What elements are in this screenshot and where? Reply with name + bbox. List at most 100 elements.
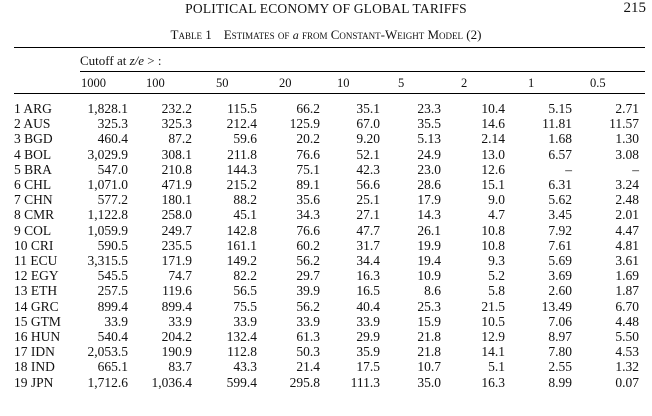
table-cell: 9.0: [488, 192, 505, 208]
table-cell: 56.5: [233, 283, 257, 299]
country-label: 15 GTM: [14, 313, 61, 329]
table-cell: 180.1: [161, 192, 192, 208]
table-cell: 1,712.6: [87, 374, 129, 390]
table-cell: 540.4: [97, 329, 128, 344]
table-cell: 74.7: [168, 268, 192, 284]
table-cell: 4.81: [615, 237, 639, 253]
table-cell: 3.45: [548, 207, 572, 223]
table-cell: 21.8: [417, 329, 441, 344]
table-title-symbol: a: [292, 28, 299, 42]
table-cell: 14.1: [481, 344, 505, 360]
table-cell: 76.6: [296, 222, 320, 238]
table-cell: 61.3: [296, 329, 320, 344]
table-cell: 33.9: [168, 313, 192, 329]
table-cell: 1,059.9: [87, 222, 129, 238]
table-cell: 24.9: [417, 146, 441, 162]
table-cell: 23.0: [417, 161, 441, 177]
table-cell: 2.14: [481, 131, 505, 147]
table-cell: 1,071.0: [87, 177, 129, 192]
cutoff-suffix: > :: [144, 53, 162, 68]
table-cell: 10.9: [417, 268, 441, 284]
table-cell: 1,828.1: [87, 101, 129, 116]
table-cell: 60.2: [296, 237, 320, 253]
table-cell: 161.1: [226, 237, 257, 253]
table-cell: 5.1: [488, 359, 505, 375]
table-cell: 3.08: [615, 146, 639, 162]
cutoff-label: Cutoff at z/e > :: [80, 53, 162, 69]
table-cell: 577.2: [97, 192, 128, 208]
table-cell: 3.61: [615, 253, 639, 268]
table-cell: 1.30: [615, 131, 639, 147]
table-cell: 325.3: [97, 116, 128, 132]
table-cell: 33.9: [104, 313, 128, 329]
table-cell: 29.7: [296, 268, 320, 284]
table-top-rule: [14, 47, 645, 48]
column-header: 5: [398, 76, 405, 90]
country-label: 17 IDN: [14, 344, 55, 360]
table-cell: 10.7: [417, 359, 441, 375]
column-header: 1: [528, 76, 535, 90]
table-cell: 10.5: [481, 313, 505, 329]
table-cell: 215.2: [226, 177, 257, 192]
table-cell: 190.9: [161, 344, 192, 360]
table-cell: 210.8: [161, 161, 192, 177]
table-cell: 35.9: [356, 344, 380, 360]
table-cell: 460.4: [97, 131, 128, 147]
table-cell: 12.9: [481, 329, 505, 344]
table-cell: 899.4: [161, 298, 192, 314]
table-cell: 7.61: [548, 237, 572, 253]
table-cell: 547.0: [97, 161, 128, 177]
country-label: 3 BGD: [14, 131, 53, 147]
table-cell: 17.9: [417, 192, 441, 208]
table-cell: 87.2: [168, 131, 192, 147]
table-cell: 5.50: [615, 329, 639, 344]
table-cell: 11.57: [609, 116, 639, 132]
table-cell: 5.69: [548, 253, 572, 268]
table-cell: 35.5: [417, 116, 441, 132]
table-cell: 33.9: [233, 313, 257, 329]
table-cell: 11.81: [542, 116, 572, 132]
table-cell: 4.53: [615, 344, 639, 360]
table-cell: 3,315.5: [87, 253, 129, 268]
country-label: 6 CHL: [14, 177, 52, 192]
country-label: 11 ECU: [14, 253, 58, 268]
running-title: POLITICAL ECONOMY OF GLOBAL TARIFFS: [185, 1, 467, 16]
country-label: 8 CMR: [14, 207, 55, 223]
table-cell: 13.49: [541, 298, 572, 314]
table-cell: 142.8: [226, 222, 257, 238]
table-cell: 25.1: [356, 192, 380, 208]
country-label: 19 JPN: [14, 374, 54, 390]
table-cell: 4.48: [615, 313, 639, 329]
country-label: 4 BOL: [14, 146, 52, 162]
cutoff-expression: z/e: [129, 53, 145, 68]
table-cell: 76.6: [296, 146, 320, 162]
table-cell: 12.6: [481, 161, 505, 177]
table-cell: 258.0: [161, 207, 192, 223]
table-cell: 47.7: [356, 222, 380, 238]
table-cell: 599.4: [226, 374, 257, 390]
table-cell: 52.1: [356, 146, 380, 162]
table-cell: 42.3: [356, 161, 380, 177]
table-cell: 2.48: [615, 192, 639, 208]
table-cell: 3,029.9: [87, 146, 129, 162]
country-label: 10 CRI: [14, 237, 54, 253]
table-cell: 23.3: [417, 101, 441, 116]
column-header: 100: [146, 76, 165, 90]
table-cell: 35.6: [296, 192, 320, 208]
column-header: 50: [216, 76, 229, 90]
country-label: 16 HUN: [14, 329, 61, 344]
table-cell: 1,122.8: [87, 207, 129, 223]
table-cell: 83.7: [168, 359, 192, 375]
table-cell: 8.99: [548, 374, 572, 390]
table-cell: 6.57: [548, 146, 572, 162]
table-cell: 0.07: [615, 374, 639, 390]
country-label: 1 ARG: [14, 101, 52, 116]
country-label: 18 IND: [14, 359, 55, 375]
table-cell: 4.47: [615, 222, 639, 238]
table-cell: 16.3: [481, 374, 505, 390]
table-cell: 149.2: [226, 253, 257, 268]
table-cell: 9.3: [488, 253, 505, 268]
table-cell: 308.1: [161, 146, 192, 162]
table-cell: 14.6: [481, 116, 505, 132]
table-cell: 1,036.4: [151, 374, 193, 390]
